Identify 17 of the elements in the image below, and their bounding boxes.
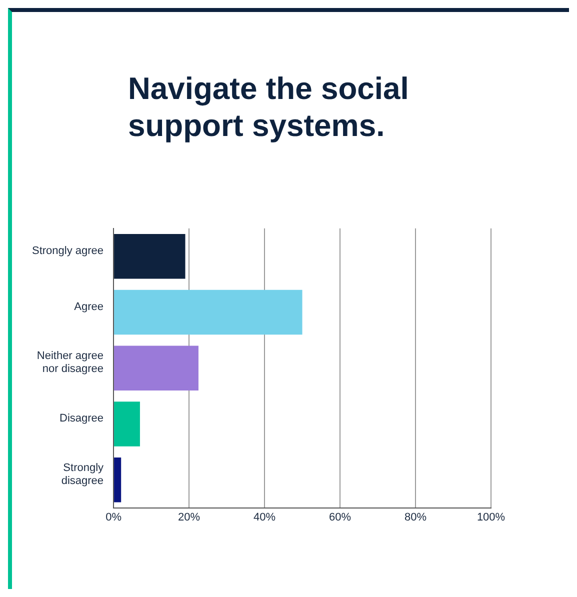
bar (114, 402, 140, 446)
x-tick-label: 20% (178, 511, 200, 524)
bar (114, 458, 122, 502)
y-tick-label: Neither agree nor disagree (36, 350, 104, 376)
chart-title: Navigate the social support systems. (128, 70, 410, 144)
y-tick-label: Agree (74, 300, 104, 313)
bar (114, 234, 186, 279)
bar (114, 290, 302, 335)
x-tick-label: 40% (254, 511, 276, 524)
x-tick-label: 80% (404, 511, 427, 524)
x-tick-label: 0% (106, 511, 122, 524)
bar (114, 346, 198, 390)
x-tick-label: 100% (476, 511, 506, 524)
y-tick-label: Strongly disagree (61, 462, 104, 487)
y-tick-label: Disagree (60, 412, 104, 425)
y-tick-label: Strongly agree (32, 244, 104, 257)
x-tick-label: 60% (329, 511, 352, 524)
